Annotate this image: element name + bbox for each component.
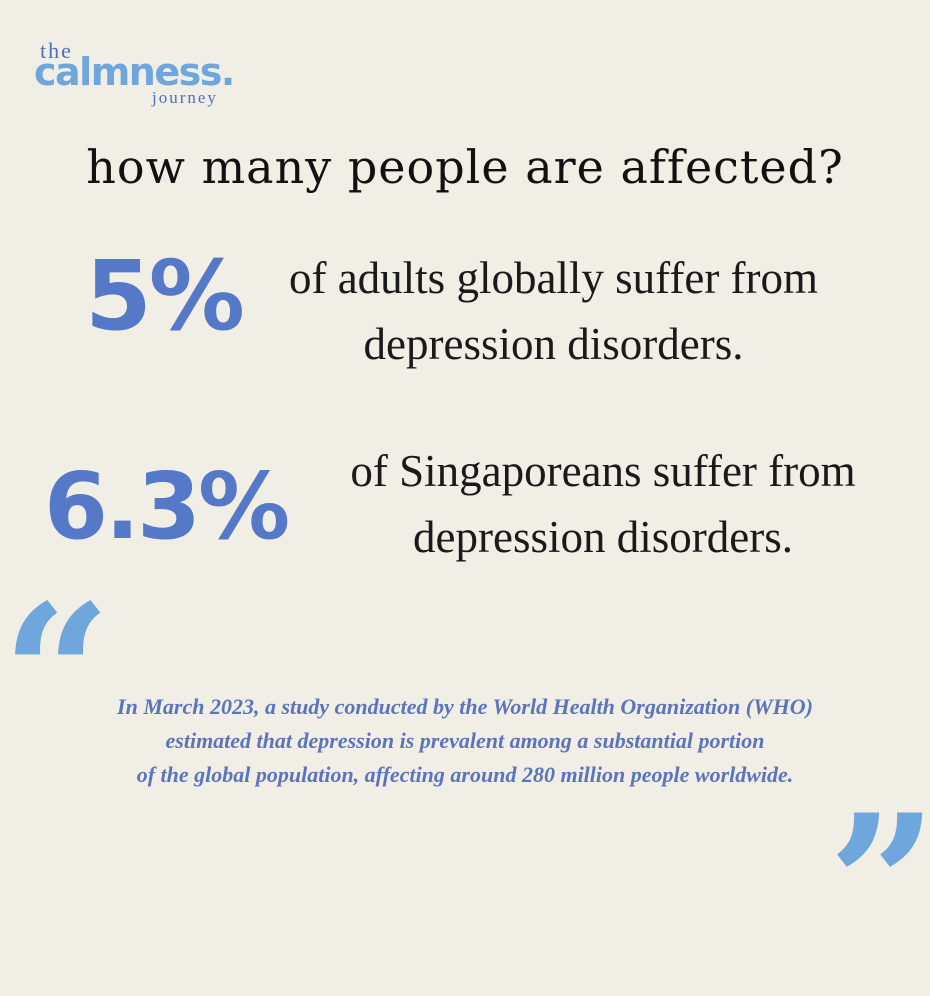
stat-singapore-description: of Singaporeans suffer from depression d… [288, 438, 918, 570]
open-quote-icon: “ [2, 563, 112, 786]
stat-singapore-line-2: depression disorders. [413, 512, 793, 562]
stat-global-line-2: depression disorders. [363, 319, 744, 369]
stat-singapore-line-1: of Singaporeans suffer from [350, 446, 856, 496]
headline: how many people are affected? [86, 140, 844, 194]
logo-the-text: the [40, 38, 73, 63]
brand-logo: the calmness. journey [34, 38, 235, 118]
stat-global-description: of adults globally suffer from depressio… [246, 245, 861, 377]
quote-line-2: estimated that depression is prevalent a… [165, 728, 765, 753]
quote-line-1: In March 2023, a study conducted by the … [117, 694, 813, 719]
logo-main-text: calmness. [34, 50, 235, 94]
quote-line-3: of the global population, affecting arou… [136, 762, 794, 787]
close-quote-icon: ” [828, 773, 930, 996]
stat-singapore-value: 6.3% [44, 453, 290, 560]
quote-text: In March 2023, a study conducted by the … [20, 690, 910, 792]
stat-global-line-1: of adults globally suffer from [288, 253, 819, 303]
stat-global-value: 5% [85, 240, 245, 352]
logo-sub-text: journey [152, 88, 218, 107]
